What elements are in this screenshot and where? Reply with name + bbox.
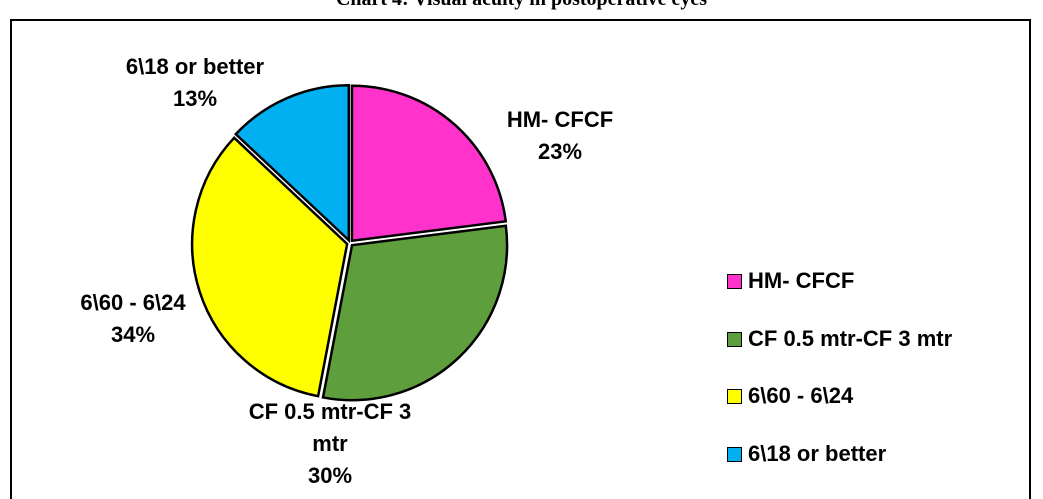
legend-entry: HM- CFCF bbox=[727, 268, 854, 294]
legend-entry: CF 0.5 mtr-CF 3 mtr bbox=[727, 326, 952, 352]
legend-label: CF 0.5 mtr-CF 3 mtr bbox=[748, 325, 953, 351]
legend-label: HM- CFCF bbox=[748, 268, 855, 293]
data-label: 6\18 or better 13% bbox=[105, 51, 285, 115]
data-label-category: 6\60 - 6\24 bbox=[80, 290, 186, 315]
legend-label: 6\18 or better bbox=[748, 440, 887, 466]
data-label-category: 6\18 or better bbox=[125, 54, 265, 79]
data-label: CF 0.5 mtr-CF 3 mtr 30% bbox=[240, 396, 420, 492]
pie-slice bbox=[350, 84, 508, 243]
data-label-value: 23% bbox=[537, 139, 583, 164]
legend-swatch bbox=[727, 389, 742, 404]
data-label-value: 30% bbox=[307, 463, 353, 488]
legend-swatch bbox=[727, 274, 742, 289]
legend-entry: 6\60 - 6\24 bbox=[727, 383, 853, 409]
pie-slice bbox=[190, 136, 349, 398]
data-label-value: 13% bbox=[172, 86, 218, 111]
data-label-category: HM- CFCF bbox=[506, 107, 614, 132]
legend-label: 6\60 - 6\24 bbox=[748, 383, 854, 408]
legend-entry: 6\18 or better bbox=[727, 441, 886, 467]
legend-swatch bbox=[727, 446, 742, 462]
data-label: 6\60 - 6\24 34% bbox=[53, 287, 213, 351]
pie-slice bbox=[321, 224, 509, 402]
chart-frame bbox=[10, 19, 1031, 499]
data-label-category: CF 0.5 mtr-CF 3 mtr bbox=[248, 399, 412, 456]
chart-title: Chart 4: Visual acuity in postoperative … bbox=[0, 0, 1043, 11]
chart bbox=[190, 83, 509, 402]
pie-slice bbox=[234, 83, 351, 244]
legend-swatch bbox=[727, 331, 742, 347]
data-label: HM- CFCF 23% bbox=[460, 104, 660, 168]
data-label-value: 34% bbox=[110, 322, 156, 347]
